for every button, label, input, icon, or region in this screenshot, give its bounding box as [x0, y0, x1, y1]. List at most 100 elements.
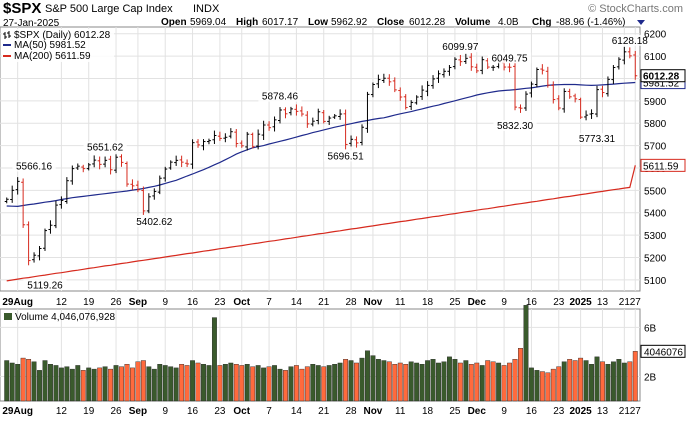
- volume-x-tick-label: 12: [56, 406, 68, 417]
- price-bar: [42, 228, 47, 251]
- volume-bar: [627, 361, 633, 402]
- volume-x-axis: 29Aug 12 19 26 Sep 9 16 23 Oct 7 14 21 28 Nov 11 18 25 De…: [2, 406, 641, 417]
- volume-x-tick-label: 28: [345, 406, 357, 417]
- price-bar: [605, 76, 610, 97]
- price-annotation: 5696.51: [328, 151, 365, 162]
- volume-bar: [9, 362, 15, 402]
- volume-bar: [113, 365, 119, 402]
- symbol-title: $SPX: [3, 0, 41, 17]
- index-name: S&P 500 Large Cap Index: [45, 3, 173, 15]
- volume-bar: [605, 364, 611, 402]
- price-bar: [299, 106, 304, 117]
- price-bar: [135, 180, 140, 193]
- volume-legend-swatch: [4, 313, 12, 320]
- volume-bars: [4, 305, 638, 402]
- volume-bar: [20, 357, 26, 402]
- volume-bar: [162, 365, 168, 402]
- price-bar: [545, 66, 550, 88]
- price-x-tick-label: Oct: [233, 297, 250, 308]
- price-bar: [310, 117, 315, 127]
- volume-x-tick-label: 27: [630, 406, 642, 417]
- volume-x-tick-label: 23: [553, 406, 565, 417]
- price-annotation: 5566.16: [16, 162, 53, 173]
- price-bar: [529, 81, 534, 98]
- price-x-axis: 29Aug 12 19 26 Sep 9 16 23 Oct 7 14 21 28 Nov 11 18 25 De…: [2, 297, 641, 308]
- price-bar: [332, 114, 337, 119]
- volume-x-tick-label: 21: [619, 406, 631, 417]
- price-bar: [398, 87, 403, 101]
- price-x-tick-label: 9: [501, 297, 507, 308]
- price-bar: [420, 85, 425, 100]
- volume-bar: [228, 362, 234, 402]
- price-bar: [392, 77, 397, 93]
- volume-x-tick-label: 21: [318, 406, 330, 417]
- volume-bar: [556, 366, 562, 402]
- volume-bar: [441, 361, 447, 402]
- volume-bar: [408, 361, 414, 402]
- volume-x-tick-label: 25: [449, 406, 461, 417]
- legend-item-ma50: MA(50) 5981.52: [14, 40, 86, 51]
- volume-bar: [179, 364, 185, 402]
- legend-item-ma200: MA(200) 5611.59: [14, 51, 91, 62]
- price-annotation: 6049.75: [491, 53, 528, 64]
- price-x-tick-label: 29Aug: [2, 297, 33, 308]
- volume-bar: [534, 370, 540, 402]
- price-y-tick-label: 6100: [644, 52, 667, 63]
- close-label: Close: [377, 17, 405, 28]
- price-panel-frame: [0, 26, 641, 292]
- price-bar: [81, 164, 86, 173]
- volume-last-value-box: [640, 344, 686, 358]
- chg-value: -88.96 (-1.46%): [556, 17, 625, 28]
- open-value: 5969.04: [190, 17, 227, 28]
- price-bar: [190, 139, 195, 169]
- volume-bar: [528, 367, 534, 402]
- volume-bar: [4, 360, 10, 402]
- price-x-tick-label: 2025: [569, 297, 592, 308]
- price-bar: [551, 81, 556, 104]
- price-y-tick-label: 5800: [644, 119, 667, 130]
- volume-bar: [58, 367, 64, 402]
- volume-bar: [397, 362, 403, 402]
- ma200-last-value-label: 5611.59: [643, 161, 679, 172]
- price-bar: [595, 85, 600, 118]
- price-bar: [196, 139, 201, 148]
- price-x-tick-label: 16: [187, 297, 199, 308]
- volume-bar: [239, 365, 245, 402]
- volume-bar: [37, 370, 42, 402]
- volume-bar: [135, 361, 141, 402]
- price-bar: [507, 62, 512, 73]
- price-legend: $SPX (Daily) 6012.28 MA(50) 5981.52 MA(2…: [2, 29, 114, 62]
- price-bar: [278, 107, 283, 124]
- volume-bar: [452, 359, 458, 402]
- price-bar: [338, 109, 343, 120]
- price-annotation: 5773.31: [579, 134, 616, 145]
- price-bar: [103, 156, 108, 168]
- volume-bar: [108, 368, 114, 402]
- ma50-series-line: [6, 81, 636, 208]
- price-bar: [272, 116, 277, 132]
- volume-bar: [102, 366, 108, 402]
- price-bar: [534, 67, 539, 88]
- annotation-background: [575, 133, 619, 145]
- volume-y-axis: 2B 4046076 6B: [640, 323, 686, 383]
- volume-bar: [370, 355, 376, 402]
- price-x-tick-label: 25: [449, 297, 461, 308]
- volume-bar: [501, 365, 507, 402]
- volume-x-tick-label: Nov: [363, 406, 382, 417]
- annotation-background: [12, 160, 56, 172]
- volume-bar: [348, 360, 354, 402]
- price-bar: [250, 132, 255, 149]
- ma200-layer: [6, 165, 636, 282]
- volume-bar: [507, 362, 512, 402]
- volume-bar: [457, 362, 463, 402]
- exchange-label: INDX: [193, 3, 220, 15]
- price-bar: [119, 154, 124, 167]
- price-annotation: 5651.62: [87, 142, 124, 153]
- price-bar: [622, 46, 627, 65]
- volume-x-tick-label: 29Aug: [2, 406, 33, 417]
- open-label: Open: [161, 17, 187, 28]
- price-bar: [86, 163, 91, 171]
- price-x-tick-label: Sep: [129, 297, 147, 308]
- price-bar: [305, 111, 310, 128]
